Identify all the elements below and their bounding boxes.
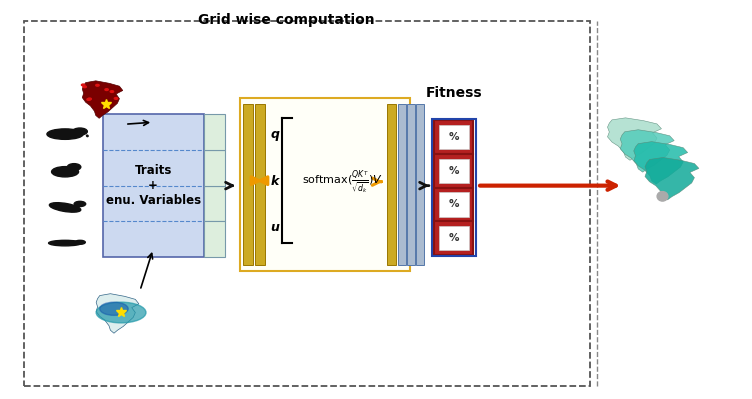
Text: %: % <box>449 132 459 142</box>
Circle shape <box>96 84 99 86</box>
FancyBboxPatch shape <box>255 105 265 265</box>
Polygon shape <box>634 142 687 184</box>
Text: Fitness: Fitness <box>426 85 482 99</box>
Text: %: % <box>449 200 459 209</box>
Ellipse shape <box>74 201 86 207</box>
Circle shape <box>81 84 85 86</box>
Ellipse shape <box>657 192 668 201</box>
Circle shape <box>83 86 86 88</box>
Text: %: % <box>449 233 459 243</box>
FancyBboxPatch shape <box>387 105 396 265</box>
FancyBboxPatch shape <box>417 105 424 265</box>
Circle shape <box>88 98 91 100</box>
FancyBboxPatch shape <box>435 120 474 154</box>
FancyBboxPatch shape <box>204 221 225 257</box>
Text: q: q <box>271 128 279 140</box>
Text: u: u <box>271 221 279 234</box>
FancyBboxPatch shape <box>240 99 411 271</box>
Ellipse shape <box>47 129 83 139</box>
Ellipse shape <box>96 302 146 323</box>
FancyBboxPatch shape <box>204 150 225 186</box>
Ellipse shape <box>72 128 87 135</box>
FancyBboxPatch shape <box>243 105 253 265</box>
Circle shape <box>114 97 117 99</box>
FancyBboxPatch shape <box>399 105 406 265</box>
FancyBboxPatch shape <box>439 226 469 250</box>
FancyBboxPatch shape <box>435 188 474 221</box>
Ellipse shape <box>74 240 85 244</box>
Text: softmax($\frac{QK^T}{\sqrt{d_k}}$)$V$: softmax($\frac{QK^T}{\sqrt{d_k}}$)$V$ <box>302 169 383 195</box>
Polygon shape <box>96 294 139 333</box>
FancyBboxPatch shape <box>435 154 474 188</box>
Circle shape <box>105 89 108 91</box>
Ellipse shape <box>50 203 80 212</box>
FancyBboxPatch shape <box>439 159 469 183</box>
Text: k: k <box>271 175 279 188</box>
Text: %: % <box>449 166 459 176</box>
Ellipse shape <box>68 164 80 170</box>
FancyBboxPatch shape <box>408 105 415 265</box>
FancyBboxPatch shape <box>102 114 204 257</box>
Text: Traits
+
enu. Variables: Traits + enu. Variables <box>105 164 201 207</box>
FancyBboxPatch shape <box>439 125 469 149</box>
Ellipse shape <box>49 240 81 246</box>
FancyBboxPatch shape <box>204 114 225 150</box>
Polygon shape <box>645 158 699 200</box>
Text: Grid wise computation: Grid wise computation <box>198 13 374 27</box>
FancyBboxPatch shape <box>204 186 225 221</box>
FancyBboxPatch shape <box>435 221 474 255</box>
Polygon shape <box>608 118 662 160</box>
Ellipse shape <box>100 302 128 315</box>
FancyBboxPatch shape <box>439 192 469 217</box>
Polygon shape <box>82 81 123 118</box>
Ellipse shape <box>52 167 78 177</box>
Circle shape <box>111 91 114 93</box>
Circle shape <box>87 99 90 100</box>
Polygon shape <box>620 130 675 172</box>
